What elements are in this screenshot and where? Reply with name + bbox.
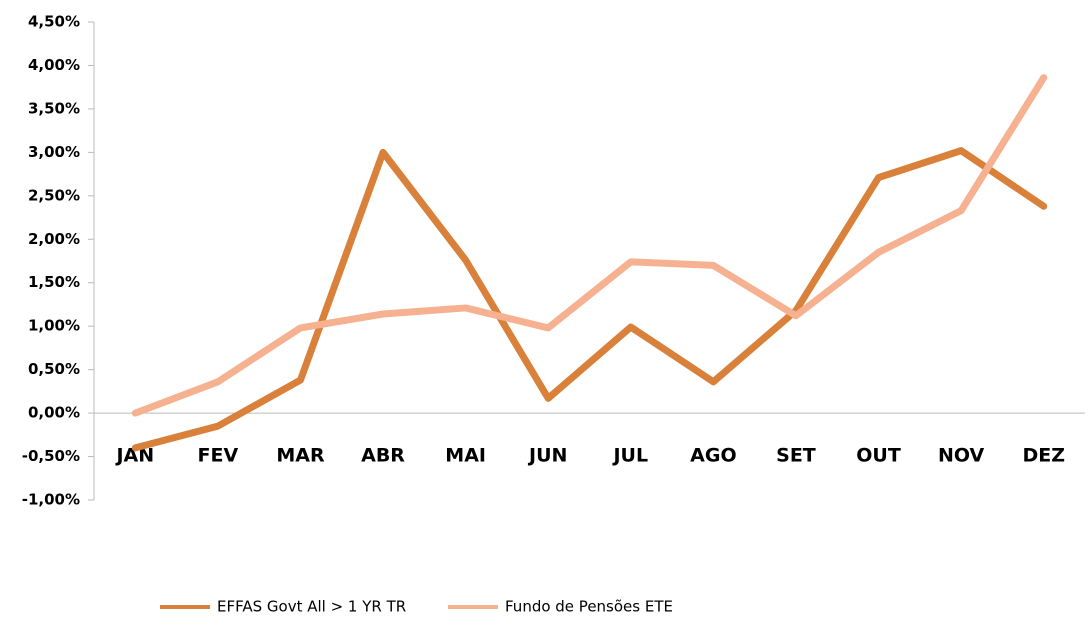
x-tick-label: FEV [198, 445, 239, 467]
y-tick-label: 3,00% [28, 143, 80, 161]
x-tick-label: MAI [445, 445, 486, 467]
legend-label: EFFAS Govt All > 1 YR TR [217, 598, 406, 616]
y-tick-label: 4,00% [28, 56, 80, 74]
x-tick-label: ABR [361, 445, 405, 467]
x-tick-label: JAN [114, 445, 154, 467]
y-tick-label: 0,50% [28, 360, 80, 378]
x-tick-label: JUL [611, 445, 648, 467]
y-tick-label: 3,50% [28, 99, 80, 117]
series-line [131, 74, 1048, 417]
y-tick-label: -0,50% [22, 447, 80, 465]
x-tick-label: SET [776, 445, 816, 467]
x-tick-label: OUT [856, 445, 901, 467]
y-tick-label: 2,00% [28, 230, 80, 248]
y-tick-label: 1,00% [28, 317, 80, 335]
x-tick-label: JUN [527, 445, 567, 467]
x-tick-label: MAR [276, 445, 325, 467]
x-tick-label: DEZ [1022, 445, 1065, 467]
legend-label: Fundo de Pensões ETE [505, 598, 673, 616]
y-tick-label: 1,50% [28, 273, 80, 291]
x-tick-label: AGO [690, 445, 736, 467]
x-tick-label: NOV [938, 445, 985, 467]
y-tick-label: 0,00% [28, 404, 80, 422]
series-line [131, 147, 1048, 452]
y-tick-label: 2,50% [28, 186, 80, 204]
y-tick-label: 4,50% [28, 13, 80, 31]
y-tick-label: -1,00% [22, 491, 80, 509]
